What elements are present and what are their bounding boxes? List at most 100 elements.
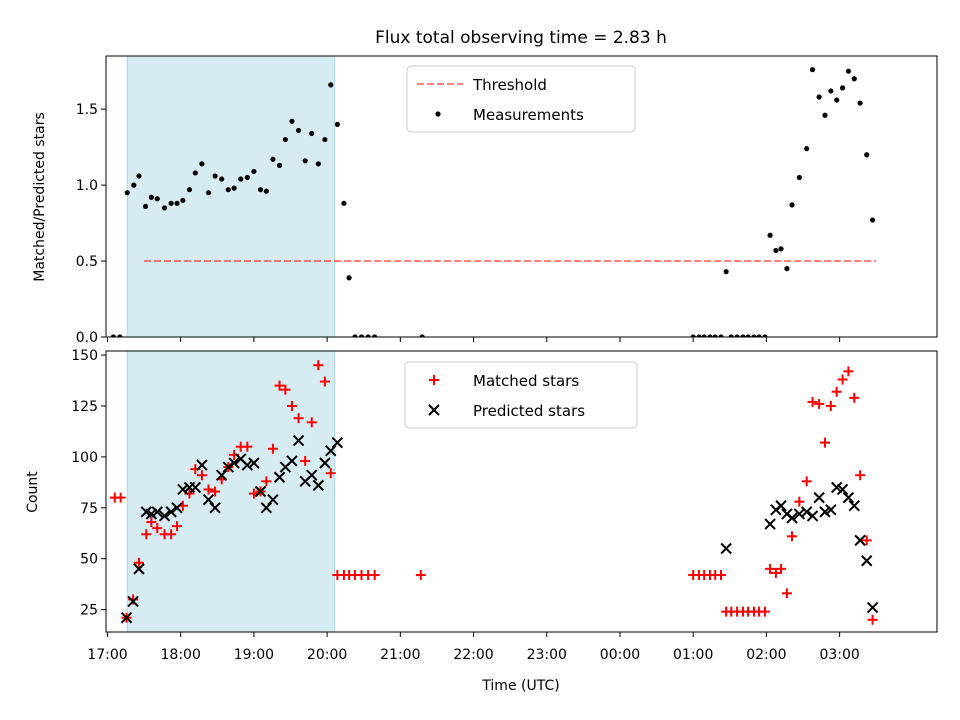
predicted-star-point: [248, 457, 260, 469]
predicted-star-marker-b: [120, 612, 133, 624]
measurement-point: [154, 196, 160, 202]
legend-box: [404, 361, 638, 429]
predicted-star-marker-b: [292, 434, 305, 447]
matched-star-point: [765, 563, 776, 574]
predicted-star-marker-b: [235, 453, 247, 465]
predicted-star-marker-b: [189, 481, 202, 494]
predicted-star-point: [177, 483, 189, 496]
measurement-point: [745, 334, 751, 337]
predicted-star-marker-b: [854, 534, 866, 547]
legend-threshold-label: Threshold: [472, 76, 547, 94]
predicted-star-point: [854, 534, 866, 547]
predicted-star-marker-b: [196, 459, 208, 471]
predicted-star-marker-b: [806, 510, 819, 522]
measurement-point: [809, 67, 816, 73]
predicted-star-point: [260, 502, 273, 514]
predicted-star-marker-b: [202, 493, 215, 506]
matched-star-point: [781, 588, 792, 599]
predicted-star-marker-b: [241, 459, 254, 471]
bottom-y-axis-label: Count: [25, 471, 41, 513]
measurement-point: [734, 334, 740, 337]
predicted-star-marker-b: [830, 481, 843, 494]
matched-star-point: [855, 470, 866, 481]
matched-star-point: [831, 386, 842, 397]
measurement-point: [168, 200, 174, 206]
predicted-star-marker-b: [215, 469, 228, 481]
predicted-star-marker-b: [319, 457, 331, 469]
predicted-star-point: [222, 461, 234, 473]
predicted-star-point: [215, 469, 228, 481]
bottom-y-tick-label: 150: [71, 348, 98, 364]
measurement-point: [131, 182, 137, 188]
measurement-point: [328, 82, 334, 88]
predicted-star-marker-b: [764, 518, 776, 530]
predicted-star-point: [825, 504, 837, 516]
measurement-point: [231, 185, 237, 191]
measurement-point: [124, 190, 130, 196]
matched-star-point: [325, 468, 336, 479]
matched-star-point: [819, 437, 830, 448]
predicted-star-marker-b: [222, 461, 234, 473]
measurement-point: [270, 156, 276, 162]
predicted-star-point: [786, 512, 798, 524]
measurement-point: [690, 334, 696, 337]
matched-star-point: [759, 606, 770, 617]
bottom-x-tick-label: 03:00: [819, 647, 859, 663]
measurement-point: [142, 203, 149, 209]
matched-star-point: [369, 569, 380, 580]
top-y-axis-label: Matched/Predicted stars: [32, 112, 48, 282]
measurement-point: [295, 127, 302, 134]
predicted-star-marker-b: [133, 563, 145, 575]
predicted-star-point: [806, 510, 819, 522]
measurement-point: [740, 334, 746, 337]
measurement-point: [762, 334, 768, 337]
bottom-x-tick-label: 18:00: [161, 647, 201, 663]
matched-star-point: [801, 476, 812, 487]
predicted-star-marker-b: [267, 493, 279, 506]
predicted-star-point: [866, 601, 879, 614]
predicted-star-marker-b: [800, 506, 813, 518]
legend-matched-label: Matched stars: [473, 372, 579, 390]
matched-star-point: [814, 398, 825, 409]
measurement-point: [180, 197, 186, 203]
legend-predicted-swatch-b: [428, 404, 440, 416]
matched-star-point: [267, 443, 278, 454]
top-y-tick-label: 1.5: [76, 102, 98, 118]
measurement-point: [816, 94, 822, 100]
bottom-y-tick-label: 25: [80, 603, 98, 619]
matched-star-point: [286, 400, 297, 411]
measurement-point: [756, 334, 762, 337]
matched-star-point: [849, 392, 860, 403]
matched-star-point: [261, 476, 272, 487]
predicted-star-marker-b: [165, 506, 177, 518]
matched-star-point: [146, 517, 157, 528]
matched-star-point: [293, 413, 304, 424]
measurement-point: [186, 187, 193, 193]
measurement-point: [322, 136, 328, 143]
predicted-star-point: [158, 510, 171, 522]
matched-star-point: [825, 400, 836, 411]
matched-star-point: [319, 376, 330, 387]
bottom-x-tick-label: 17:00: [87, 647, 127, 663]
predicted-star-point: [720, 542, 732, 555]
measurement-point: [251, 168, 257, 175]
top-legend: Threshold Measurements: [406, 65, 636, 133]
predicted-star-marker-b: [306, 469, 318, 481]
predicted-star-point: [120, 612, 133, 624]
predicted-star-point: [848, 500, 860, 512]
measurement-point: [282, 136, 288, 143]
predicted-star-marker-b: [813, 491, 825, 504]
bottom-panel: 25 50 75 100 125 150 17:00 18:00 19:00 20:00 21:00…: [71, 348, 938, 663]
measurement-point: [161, 205, 168, 211]
predicted-star-marker-b: [171, 502, 183, 514]
predicted-star-marker-b: [209, 502, 221, 514]
bottom-y-tick-label: 50: [80, 552, 98, 568]
matched-star-point: [313, 360, 324, 371]
predicted-star-point: [325, 445, 337, 457]
measurement-point: [289, 118, 295, 124]
measurement-point: [365, 334, 371, 337]
bottom-y-tick-label: 125: [71, 399, 98, 415]
predicted-star-point: [228, 457, 240, 469]
matched-star-point: [172, 521, 183, 532]
measurement-point: [334, 121, 340, 127]
